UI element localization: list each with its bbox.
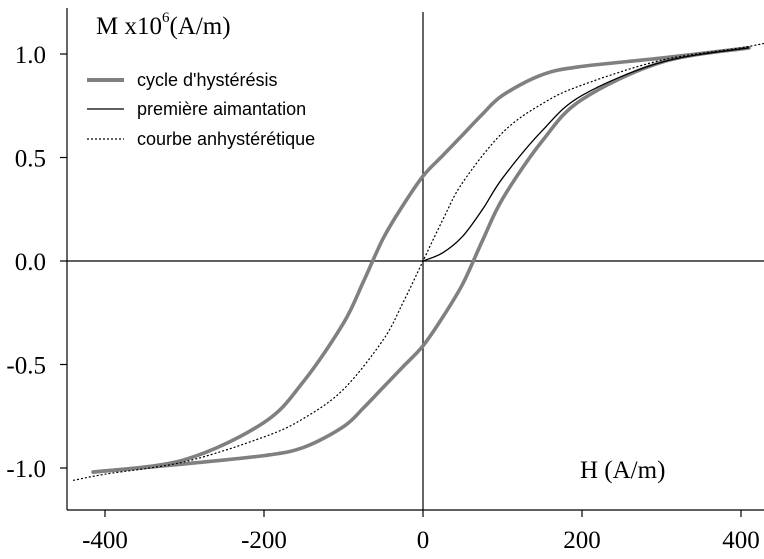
- y-tick-label: -1.0: [6, 456, 46, 483]
- legend: cycle d'hystérésis première aimantation …: [87, 70, 315, 149]
- y-tick-label: 0.0: [15, 249, 46, 276]
- legend-label-cycle: cycle d'hystérésis: [137, 70, 277, 90]
- hysteresis-ascending-branch: [91, 46, 751, 474]
- x-tick-label: 200: [563, 527, 601, 554]
- x-tick-label: -200: [241, 527, 287, 554]
- x-ticks: -400 -200 0 200 400: [82, 510, 760, 554]
- hysteresis-descending-branch: [91, 46, 751, 474]
- y-tick-label: 1.0: [15, 42, 46, 69]
- x-tick-label: -400: [82, 527, 128, 554]
- x-tick-label: 0: [417, 527, 430, 554]
- legend-label-first: première aimantation: [137, 99, 306, 119]
- legend-label-anhyst: courbe anhystérétique: [137, 129, 315, 149]
- series-layer: [73, 42, 764, 481]
- y-tick-label: 0.5: [15, 146, 46, 173]
- y-ticks: 1.0 0.5 0.0 -0.5 -1.0: [6, 42, 67, 483]
- y-tick-label: -0.5: [6, 353, 46, 380]
- first-magnetization-curve: [422, 47, 750, 262]
- x-axis-title: H (A/m): [580, 457, 665, 484]
- x-tick-label: 400: [722, 527, 760, 554]
- y-axis-title: M x106(A/m): [96, 10, 231, 40]
